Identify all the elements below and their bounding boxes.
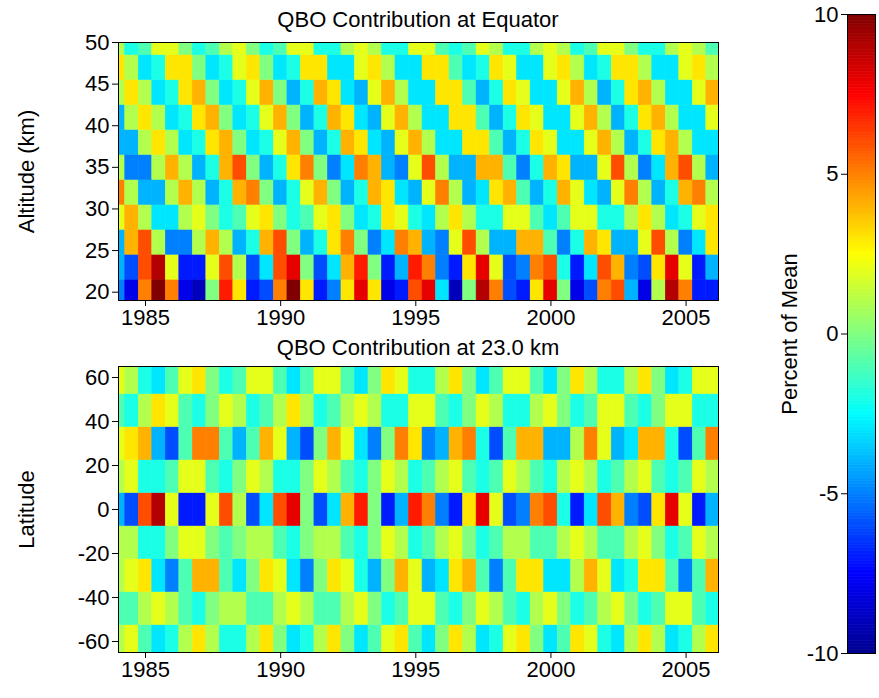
svg-text:1990: 1990: [256, 305, 305, 330]
svg-text:10: 10: [814, 2, 838, 27]
svg-text:20: 20: [85, 453, 109, 478]
svg-text:-10: -10: [807, 641, 839, 666]
svg-text:20: 20: [85, 279, 109, 304]
svg-text:1995: 1995: [391, 305, 440, 330]
svg-text:0: 0: [826, 321, 838, 346]
svg-text:60: 60: [85, 365, 109, 390]
svg-text:40: 40: [85, 113, 109, 138]
svg-text:50: 50: [85, 30, 109, 55]
svg-text:1995: 1995: [391, 657, 440, 682]
svg-text:-40: -40: [78, 585, 110, 610]
svg-text:2000: 2000: [526, 305, 575, 330]
html-text:QBO Contribution at 23.0 km: QBO Contribution at 23.0 km: [276, 335, 560, 360]
svg-text:30: 30: [85, 196, 109, 221]
svg-text:45: 45: [85, 71, 109, 96]
svg-text:-5: -5: [819, 481, 839, 506]
svg-text:2000: 2000: [526, 657, 575, 682]
svg-text:-60: -60: [78, 629, 110, 654]
svg-text:2005: 2005: [662, 305, 711, 330]
svg-text:2005: 2005: [662, 657, 711, 682]
svg-text:Latitude: Latitude: [14, 470, 39, 548]
svg-text:1985: 1985: [121, 657, 170, 682]
svg-text:Percent of Mean: Percent of Mean: [777, 253, 802, 414]
svg-text:5: 5: [826, 161, 838, 186]
svg-text:Altitude (km): Altitude (km): [14, 110, 39, 233]
svg-text:-20: -20: [78, 541, 110, 566]
svg-text:35: 35: [85, 154, 109, 179]
html-text:QBO Contribution at Equator: QBO Contribution at Equator: [277, 7, 559, 32]
svg-text:0: 0: [97, 497, 109, 522]
svg-text:1990: 1990: [256, 657, 305, 682]
svg-text:40: 40: [85, 409, 109, 434]
svg-text:25: 25: [85, 238, 109, 263]
svg-text:1985: 1985: [121, 305, 170, 330]
